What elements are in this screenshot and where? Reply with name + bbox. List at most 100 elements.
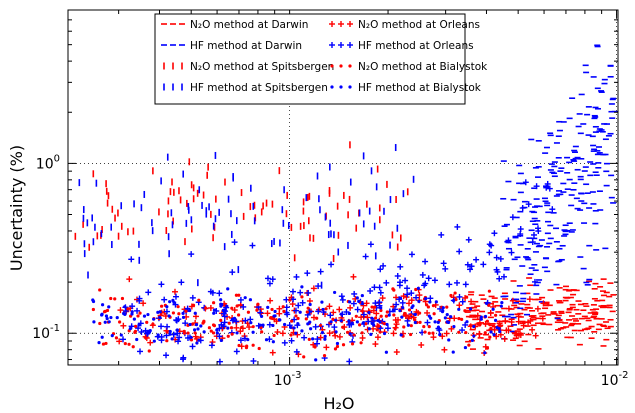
data-point [171, 288, 178, 295]
data-point [181, 311, 185, 315]
data-point [326, 303, 333, 310]
data-point [317, 268, 324, 275]
data-point [264, 338, 269, 342]
data-point [393, 327, 397, 331]
data-point [409, 324, 413, 328]
data-point [472, 334, 476, 338]
data-point [408, 297, 415, 304]
data-point [364, 314, 371, 321]
data-point [246, 337, 250, 342]
data-point [546, 185, 553, 192]
data-point [235, 304, 239, 308]
data-point [207, 304, 214, 311]
data-point [323, 337, 327, 341]
data-point [130, 312, 134, 316]
data-point [126, 307, 130, 311]
legend-marker [347, 42, 353, 48]
data-point [454, 223, 461, 230]
data-point [399, 333, 403, 337]
data-point [436, 325, 441, 329]
data-point [314, 358, 318, 362]
series-0 [464, 277, 617, 350]
data-point [392, 313, 396, 317]
data-point [135, 337, 139, 342]
data-point [300, 329, 304, 333]
data-point [345, 330, 350, 334]
data-point [401, 305, 405, 310]
data-point [160, 304, 164, 308]
data-point [230, 332, 234, 336]
data-point [229, 326, 234, 330]
data-point [348, 332, 352, 336]
data-point [163, 308, 170, 315]
data-point [113, 297, 117, 301]
data-point [264, 275, 271, 282]
data-point [418, 341, 425, 348]
data-point [251, 330, 255, 334]
data-point [148, 329, 152, 333]
data-point [292, 307, 299, 314]
data-point [428, 300, 432, 304]
data-point [229, 269, 236, 276]
data-point [264, 310, 271, 317]
data-point [212, 308, 217, 312]
data-point [423, 330, 427, 334]
data-point [462, 321, 469, 328]
data-point [131, 345, 135, 349]
data-point [257, 309, 264, 316]
data-point [175, 338, 182, 345]
data-point [123, 305, 127, 309]
data-point [486, 249, 493, 256]
legend-item: HF method at Bialystok [330, 82, 482, 94]
data-point [360, 331, 364, 335]
data-point [115, 316, 119, 320]
data-point [464, 261, 471, 268]
data-point [487, 322, 491, 326]
data-point [230, 306, 234, 310]
data-point [487, 303, 491, 307]
data-point [256, 302, 260, 306]
legend-label: HF method at Bialystok [358, 82, 482, 94]
data-point [463, 345, 468, 350]
data-point [499, 304, 503, 308]
data-point [242, 317, 249, 324]
data-point [289, 288, 296, 295]
x-axis-label: H₂O [323, 394, 354, 413]
data-point [107, 305, 111, 309]
data-point [173, 317, 180, 324]
data-point [120, 336, 127, 343]
data-point [128, 256, 135, 263]
data-point [454, 279, 461, 286]
data-point [168, 300, 172, 304]
data-point [417, 299, 421, 303]
data-point [485, 346, 490, 350]
data-point [470, 338, 474, 342]
data-point [370, 316, 374, 320]
data-point [540, 300, 547, 307]
legend-label: N₂O method at Orleans [358, 19, 480, 31]
legend-box [154, 13, 466, 105]
data-point [465, 320, 469, 324]
data-point [425, 275, 432, 282]
data-point [178, 279, 185, 286]
data-point [413, 294, 420, 301]
data-point [158, 315, 162, 320]
data-point [123, 341, 127, 346]
data-point [137, 320, 144, 327]
data-point [372, 341, 379, 348]
data-point [433, 320, 437, 324]
data-point [334, 330, 338, 334]
data-point [192, 328, 197, 332]
plot-frame [67, 9, 619, 366]
data-point [289, 325, 293, 330]
data-point [168, 329, 172, 334]
data-point [427, 331, 431, 335]
data-point [379, 306, 383, 310]
data-point [225, 304, 229, 309]
data-point [431, 304, 436, 308]
data-point [161, 296, 168, 303]
data-point [221, 319, 228, 326]
data-point [283, 304, 290, 311]
data-point [491, 230, 498, 237]
data-point [290, 319, 294, 323]
